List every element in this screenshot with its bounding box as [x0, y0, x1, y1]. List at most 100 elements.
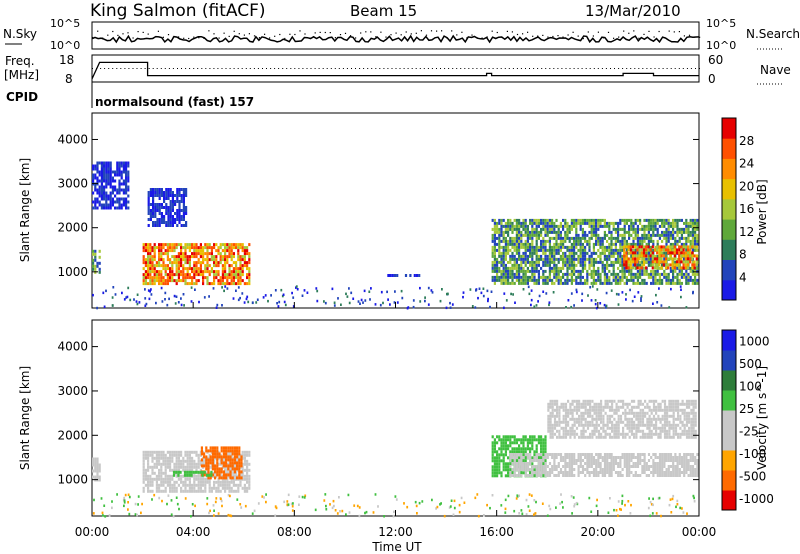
data-cell: [524, 275, 527, 279]
data-cell: [195, 483, 198, 487]
data-cell: [689, 465, 692, 468]
data-cell: [188, 468, 191, 472]
data-cell: [597, 453, 600, 456]
data-cell: [171, 255, 174, 259]
data-cell: [691, 224, 694, 228]
data-cell: [165, 203, 168, 206]
nave-dot: [213, 68, 215, 69]
data-cell: [623, 266, 626, 270]
data-cell: [164, 468, 167, 472]
nave-dot: [177, 68, 178, 69]
data-cell: [614, 248, 617, 252]
data-cell: [526, 248, 529, 252]
data-cell: [614, 245, 617, 249]
data-cell: [656, 272, 659, 276]
data-cell: [606, 468, 609, 471]
scatter-cell: [147, 289, 150, 292]
data-cell: [202, 270, 205, 274]
data-cell: [621, 474, 624, 477]
data-cell: [647, 242, 650, 246]
data-cell: [661, 471, 664, 474]
data-cell: [219, 258, 222, 262]
data-cell: [667, 471, 670, 474]
data-cell: [515, 278, 518, 282]
data-cell: [540, 230, 543, 234]
data-cell: [691, 459, 695, 462]
data-cell: [122, 167, 125, 171]
data-cell: [586, 414, 590, 418]
data-cell: [118, 179, 121, 183]
data-cell: [638, 254, 641, 258]
data-cell: [211, 452, 214, 456]
data-cell: [155, 474, 158, 478]
data-cell: [224, 282, 227, 286]
data-cell: [678, 245, 681, 249]
scatter-cell: [530, 289, 533, 292]
data-cell: [98, 475, 101, 479]
data-cell: [675, 263, 679, 267]
data-cell: [96, 206, 99, 210]
data-cell: [173, 258, 176, 262]
data-cell: [94, 258, 97, 262]
data-cell: [575, 411, 579, 415]
data-cell: [558, 414, 561, 418]
noise-search-dot: [132, 37, 134, 39]
data-cell: [177, 261, 180, 265]
data-cell: [184, 249, 187, 253]
data-cell: [678, 272, 681, 276]
data-cell: [683, 453, 686, 456]
data-cell: [217, 279, 220, 283]
data-cell: [610, 281, 613, 285]
data-cell: [188, 246, 191, 250]
noise-search-dot: [693, 36, 696, 38]
data-cell: [182, 212, 185, 215]
nave-dot: [508, 68, 510, 69]
data-cell: [558, 405, 561, 409]
data-cell: [669, 465, 673, 468]
scatter-cell: [589, 286, 592, 289]
data-cell: [549, 399, 552, 403]
data-cell: [522, 278, 525, 282]
data-cell: [213, 282, 216, 286]
data-cell: [535, 257, 538, 261]
scatter-cell: [393, 301, 396, 304]
data-cell: [586, 399, 590, 403]
data-cell: [498, 239, 501, 243]
nave-dot: [367, 68, 369, 69]
data-cell: [537, 260, 540, 264]
data-cell: [606, 272, 609, 276]
data-cell: [631, 260, 635, 264]
data-cell: [647, 251, 650, 255]
data-cell: [151, 255, 154, 259]
nave-dot: [444, 68, 446, 69]
scatter-cell: [660, 304, 663, 307]
data-cell: [669, 266, 672, 270]
data-cell: [493, 281, 496, 285]
y-tick-label: 3000: [57, 177, 88, 191]
data-cell: [182, 267, 185, 271]
data-cell: [511, 441, 514, 445]
noise-search-dot: [582, 38, 584, 40]
data-cell: [674, 456, 677, 459]
data-cell: [586, 456, 589, 459]
data-cell: [103, 203, 106, 207]
data-cell: [529, 275, 532, 279]
data-cell: [680, 233, 683, 237]
data-cell: [193, 276, 196, 280]
scatter-cell: [237, 298, 240, 302]
data-cell: [617, 221, 620, 225]
data-cell: [100, 188, 103, 192]
scatter-cell: [548, 301, 551, 304]
data-cell: [612, 242, 615, 246]
data-cell: [658, 224, 661, 228]
data-cell: [193, 261, 196, 265]
noise-search-dot: [167, 34, 170, 36]
data-cell: [674, 465, 677, 468]
scatter-cell: [573, 304, 575, 307]
data-cell: [160, 243, 163, 247]
data-cell: [656, 465, 659, 468]
data-cell: [612, 278, 615, 282]
data-cell: [579, 471, 582, 474]
data-cell: [553, 408, 557, 412]
data-cell: [691, 453, 695, 456]
